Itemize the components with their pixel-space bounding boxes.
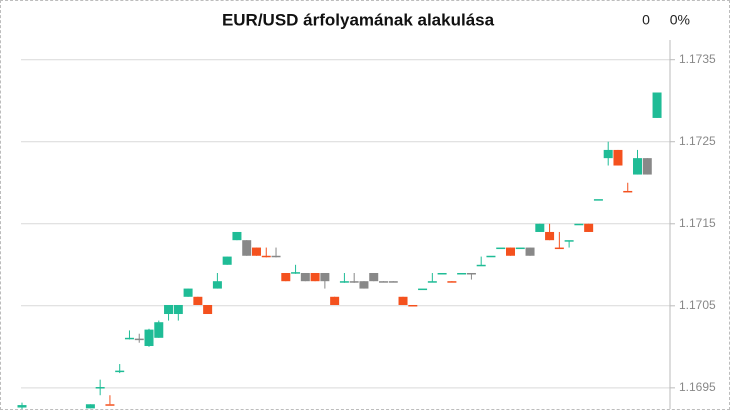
candle-body <box>242 240 252 256</box>
candle-body <box>203 304 213 315</box>
change-percent: 0% <box>670 12 690 28</box>
candle-body <box>466 272 476 275</box>
change-value: 0 <box>642 12 650 28</box>
candle-body <box>496 247 506 250</box>
candle-body <box>447 281 457 283</box>
candle-body <box>330 296 340 305</box>
candle-body <box>105 404 115 406</box>
candle-body <box>291 272 301 274</box>
candle-body <box>418 288 428 291</box>
candle-body <box>642 158 652 175</box>
candle-body <box>144 329 154 347</box>
y-tick-label: 1.1705 <box>679 298 716 312</box>
candle-body <box>124 337 134 340</box>
candle-body <box>554 247 564 250</box>
candle-body <box>378 281 388 283</box>
candle-body <box>369 272 379 282</box>
candle-body <box>271 255 281 258</box>
candle-body <box>398 296 408 305</box>
candle-body <box>261 255 271 258</box>
candle-body <box>457 272 467 275</box>
candle-body <box>85 404 95 409</box>
candle-body <box>427 281 437 283</box>
candle-body <box>506 247 515 256</box>
candle-body <box>486 255 496 258</box>
y-tick-label: 1.1695 <box>679 380 716 394</box>
candle-body <box>564 240 574 242</box>
candle-body <box>613 149 623 166</box>
candle-body <box>232 231 242 241</box>
candle-body <box>525 247 535 256</box>
candle-body <box>339 281 349 283</box>
candle-body <box>95 387 105 389</box>
candle-body <box>535 223 545 232</box>
chart-title: EUR/USD árfolyamának alakulása <box>222 10 495 29</box>
candle-body <box>154 322 164 338</box>
candle-body <box>408 304 418 307</box>
candle-body <box>574 223 584 226</box>
candle-body <box>320 272 330 282</box>
candle-body <box>545 231 555 241</box>
candle-body <box>437 272 447 275</box>
candle-body <box>212 281 222 289</box>
candle-body <box>476 264 486 267</box>
y-tick-label: 1.1725 <box>679 134 716 148</box>
candle-body <box>173 304 183 315</box>
candle-body <box>349 281 359 283</box>
candle-body <box>251 247 261 256</box>
candle-body <box>603 149 613 159</box>
candle-body <box>633 158 643 175</box>
candle-body <box>193 296 203 305</box>
candle-body <box>388 281 398 283</box>
y-tick-label: 1.1735 <box>679 52 716 66</box>
candle-body <box>623 190 633 193</box>
candle-body <box>164 304 174 315</box>
candle-body <box>222 256 232 265</box>
candle-body <box>584 223 594 232</box>
y-tick-label: 1.1715 <box>679 216 716 230</box>
candle-body <box>183 288 193 297</box>
candle-body <box>300 272 310 282</box>
candle-body <box>310 272 320 282</box>
candle-body <box>115 370 125 373</box>
candle-body <box>134 338 144 341</box>
candle-body <box>515 247 525 250</box>
candle-body <box>359 281 369 289</box>
candle-body <box>593 199 603 201</box>
candle-body <box>652 92 662 118</box>
candle-body <box>281 272 291 282</box>
candle-body <box>17 405 27 408</box>
